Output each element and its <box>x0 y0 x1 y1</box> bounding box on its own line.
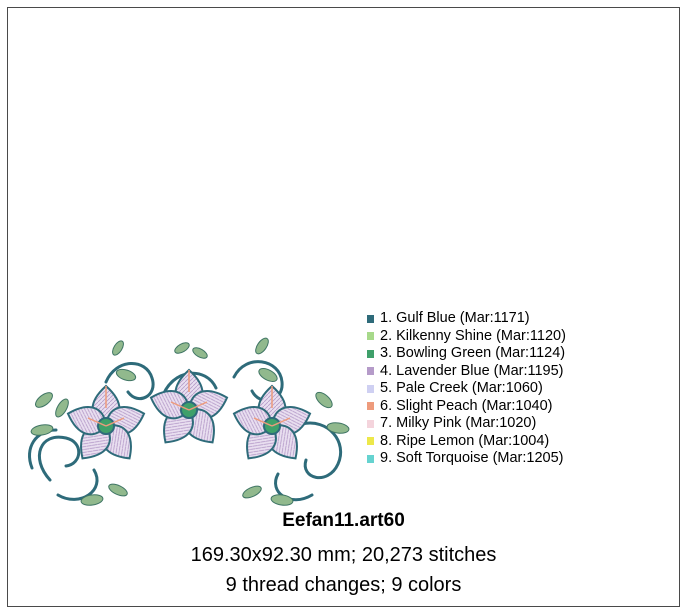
legend-name: Bowling Green (Mar:1124) <box>396 345 566 361</box>
legend-number: 1. <box>380 310 393 326</box>
legend-item: 7. Milky Pink (Mar:1020) <box>367 415 647 433</box>
legend-name: Pale Creek (Mar:1060) <box>396 380 543 396</box>
color-swatch <box>367 437 374 446</box>
legend-number: 3. <box>380 345 393 361</box>
color-swatch <box>367 419 374 428</box>
color-swatch <box>367 384 374 393</box>
legend-number: 5. <box>380 380 393 396</box>
color-legend: 1. Gulf Blue (Mar:1171) 2. Kilkenny Shin… <box>367 310 647 468</box>
legend-number: 6. <box>380 397 393 414</box>
legend-name: Milky Pink (Mar:1020) <box>396 415 537 431</box>
thread-summary: 9 thread changes; 9 colors <box>225 574 462 596</box>
color-swatch <box>367 332 374 341</box>
legend-item: 1. Gulf Blue (Mar:1171) <box>367 310 647 328</box>
legend-item: 6. Slight Peach (Mar:1040) <box>367 398 647 416</box>
legend-number: 8. <box>380 432 393 449</box>
legend-number: 4. <box>380 362 393 379</box>
legend-name: Slight Peach (Mar:1040) <box>396 397 553 414</box>
legend-item: 3. Bowling Green (Mar:1124) <box>367 345 647 363</box>
legend-number: 9. <box>380 450 393 466</box>
legend-name: Kilkenny Shine (Mar:1120) <box>396 327 566 344</box>
embroidery-design-image <box>28 337 350 506</box>
legend-name: Lavender Blue (Mar:1195) <box>396 362 564 379</box>
color-swatch <box>367 349 374 358</box>
legend-item: 5. Pale Creek (Mar:1060) <box>367 380 647 398</box>
legend-number: 7. <box>380 415 393 431</box>
legend-item: 9. Soft Torquoise (Mar:1205) <box>367 450 647 468</box>
preview-frame <box>7 7 680 607</box>
legend-name: Ripe Lemon (Mar:1004) <box>396 432 550 449</box>
design-filename: Eefan11.art60 <box>282 510 405 531</box>
legend-item: 4. Lavender Blue (Mar:1195) <box>367 363 647 381</box>
legend-name: Gulf Blue (Mar:1171) <box>396 310 530 326</box>
color-swatch <box>367 367 374 376</box>
design-dimensions: 169.30x92.30 mm; 20,273 stitches <box>190 544 497 566</box>
legend-item: 2. Kilkenny Shine (Mar:1120) <box>367 328 647 346</box>
color-swatch <box>367 402 374 411</box>
color-swatch <box>367 314 374 323</box>
legend-name: Soft Torquoise (Mar:1205) <box>396 450 564 466</box>
color-swatch <box>367 454 374 463</box>
legend-number: 2. <box>380 327 393 344</box>
legend-item: 8. Ripe Lemon (Mar:1004) <box>367 433 647 451</box>
